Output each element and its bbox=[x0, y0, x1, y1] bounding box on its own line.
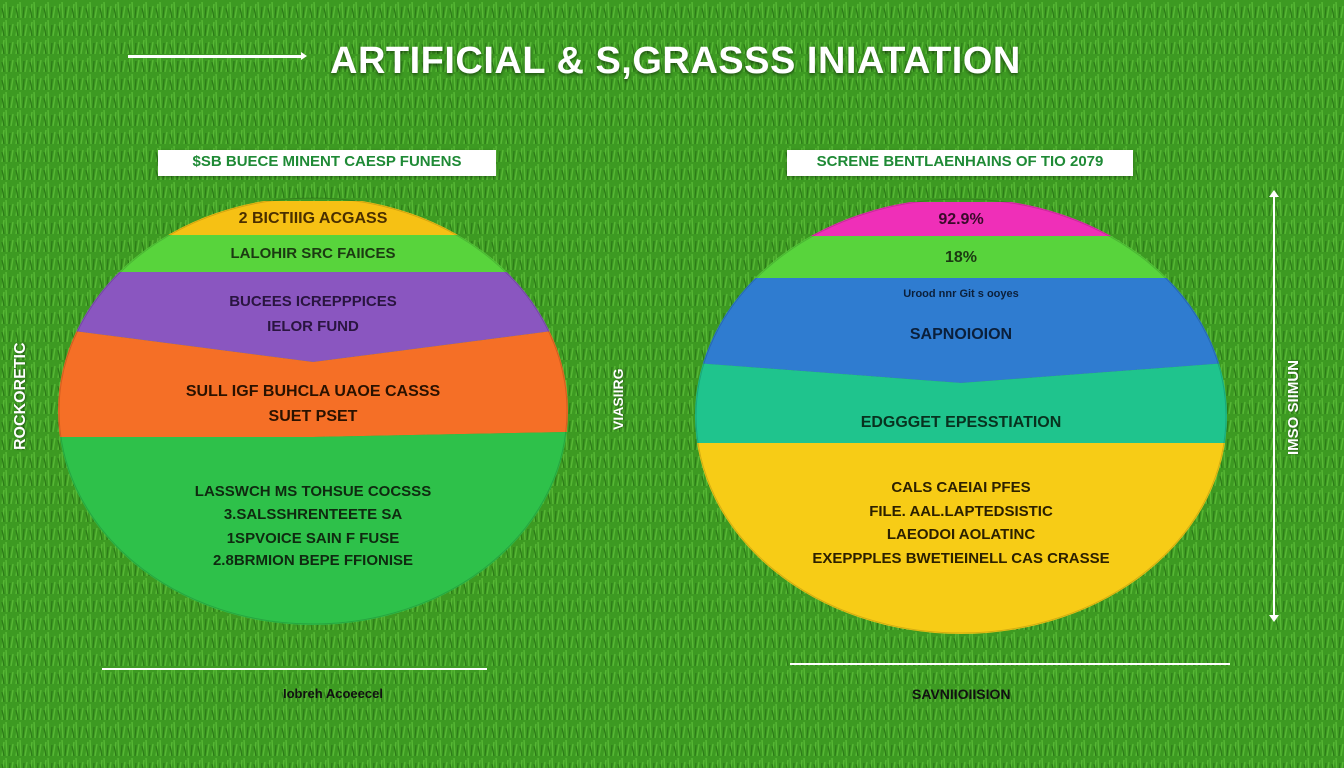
right-band-1-text-1: 92.9% bbox=[938, 211, 983, 228]
left-bottom-rule bbox=[102, 668, 487, 670]
left-band-4-text-2: SUET PSET bbox=[269, 408, 358, 425]
right-band-2-text-1: 18% bbox=[945, 249, 977, 266]
right-circle-outline bbox=[695, 198, 1227, 634]
left-bottom-label: Iobreh Acoeecel bbox=[283, 686, 383, 701]
left-circle-outline bbox=[58, 197, 568, 625]
right-band-5-text-4: EXEPPPLES BWETIEINELL CAS CRASSE bbox=[812, 550, 1109, 567]
right-bottom-label: SAVNIIOIISION bbox=[912, 686, 1011, 702]
left-band-1-text-1: 2 BICTIIIG ACGASS bbox=[239, 210, 388, 227]
right-band-3-text-1: Urood nnr Git s ooyes bbox=[903, 288, 1019, 300]
left-band-5-text-2: 3.SALSSHRENTEETE SA bbox=[224, 506, 403, 523]
middle-side-label: VIASIIRG bbox=[610, 368, 626, 430]
left-band-5 bbox=[58, 432, 568, 625]
right-band-3 bbox=[695, 278, 1227, 383]
left-band-3 bbox=[58, 272, 568, 362]
left-band-4-text-1: SULL IGF BUHCLA UAOE CASSS bbox=[186, 383, 441, 400]
right-band-5-text-2: FILE. AAL.LAPTEDSISTIC bbox=[869, 503, 1053, 520]
right-band-5 bbox=[695, 443, 1227, 634]
left-side-label: ROCKORETIC bbox=[12, 342, 29, 450]
right-band-5-text-1: CALS CAEIAI PFES bbox=[891, 479, 1030, 496]
left-band-2 bbox=[58, 235, 568, 272]
left-band-2-text-1: LALOHIR SRC FAIICES bbox=[230, 245, 395, 262]
right-band-5-text-3: LAEODOI AOLATINC bbox=[887, 526, 1035, 543]
right-bottom-rule bbox=[790, 663, 1230, 665]
right-band-4-text-1: EDGGGET EPESSTIATION bbox=[861, 414, 1062, 431]
right-side-label: IMSO SIIMUN bbox=[1285, 359, 1302, 455]
left-band-5-text-1: LASSWCH MS TOHSUE COCSSS bbox=[195, 483, 431, 500]
right-band-2 bbox=[695, 236, 1227, 278]
right-vertical-arrow bbox=[1269, 190, 1279, 622]
title-rule bbox=[128, 52, 307, 60]
left-band-3-text-1: BUCEES ICREPPPICES bbox=[229, 293, 397, 310]
left-band-4 bbox=[58, 329, 568, 437]
left-band-5-text-3: 1SPVOICE SAIN F FUSE bbox=[227, 530, 400, 547]
right-layered-circle: 92.9% 18% Urood nnr Git s ooyes SAPNOIOION E… bbox=[695, 198, 1227, 634]
right-band-4 bbox=[695, 363, 1227, 443]
page-title: ARTIFICIAL & S,GRASSS INIATATION bbox=[330, 40, 1021, 82]
right-chart-header: SCRENE BENTLAENHAINS OF TIO 2079 bbox=[787, 150, 1133, 176]
left-band-5-text-4: 2.8BRMION BEPE FFIONISE bbox=[213, 552, 413, 569]
left-band-3-text-2: IELOR FUND bbox=[267, 318, 359, 335]
left-layered-circle: 2 BICTIIIG ACGASS LALOHIR SRC FAIICES BUCE… bbox=[58, 197, 568, 625]
right-band-3-text-2: SAPNOIOION bbox=[910, 326, 1012, 343]
left-chart-header: $SB BUECE MINENT CAESP FUNENS bbox=[158, 150, 496, 176]
